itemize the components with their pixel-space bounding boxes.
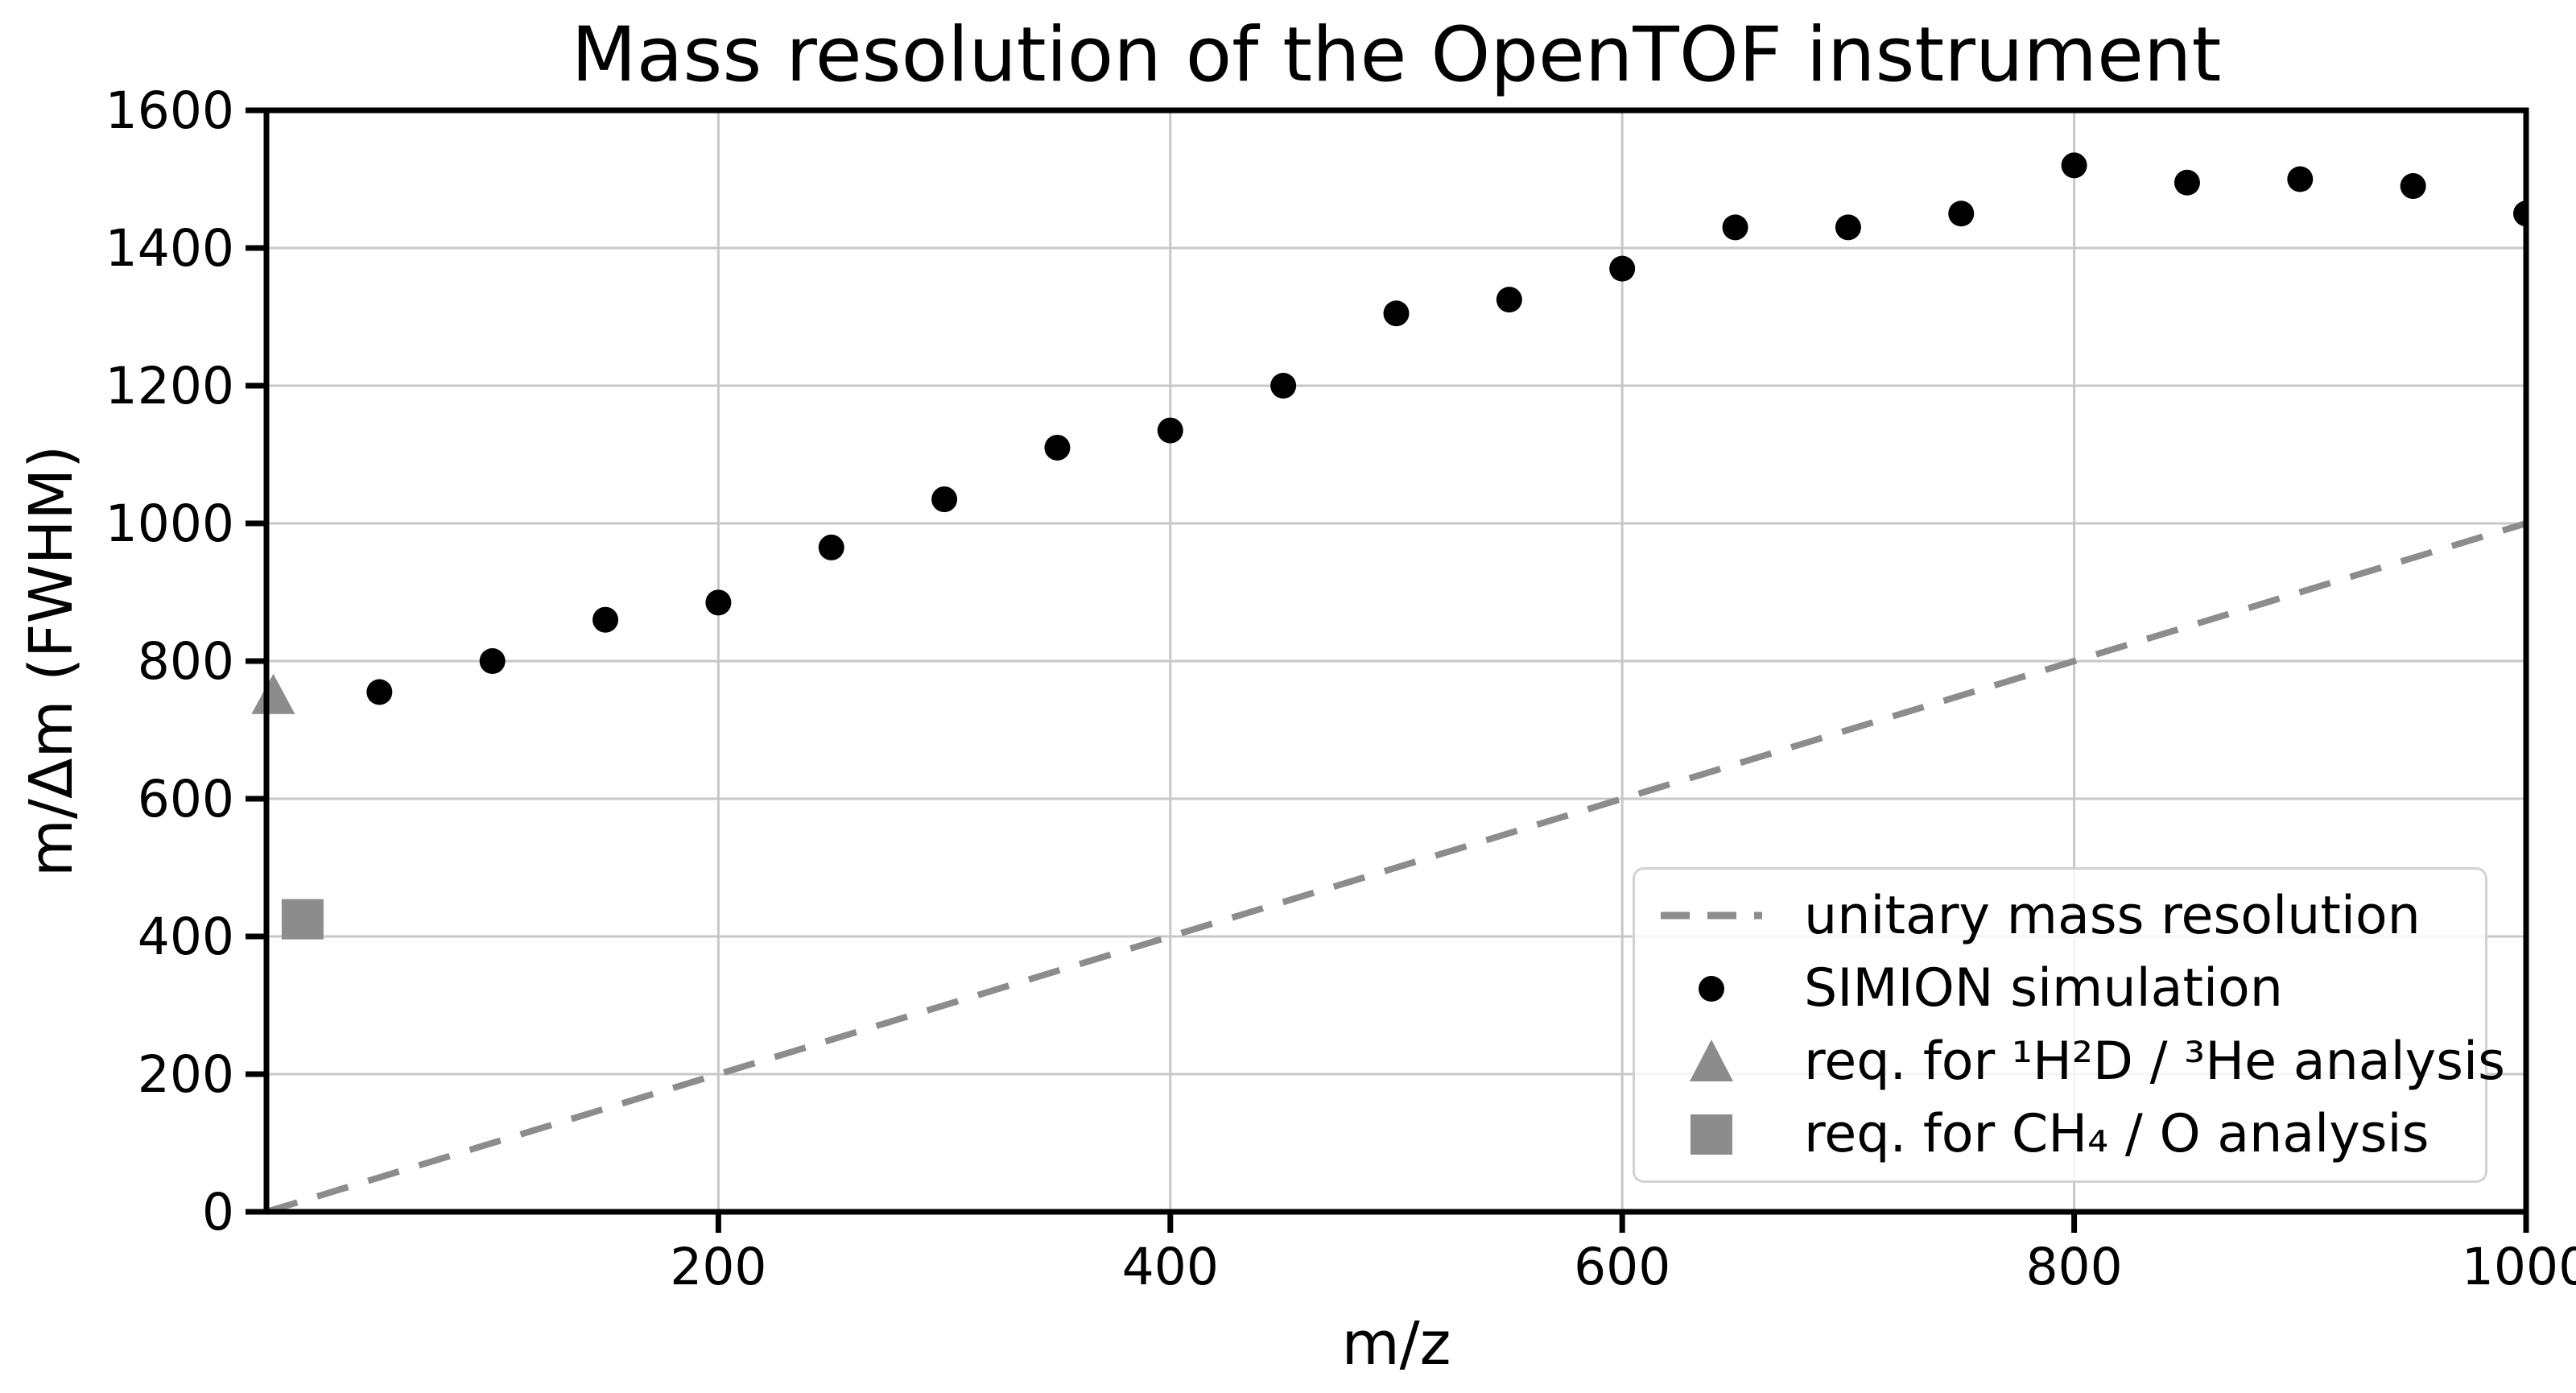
- scatter-point: [366, 679, 393, 705]
- legend-label: unitary mass resolution: [1804, 885, 2421, 946]
- legend-square-icon: [1659, 1109, 1764, 1160]
- legend-dashed-line-icon: [1659, 899, 1764, 932]
- series-square: [281, 899, 324, 940]
- legend-circle-icon: [1659, 963, 1764, 1015]
- scatter-point: [1835, 214, 1861, 241]
- scatter-point: [1157, 417, 1183, 444]
- scatter-point: [2287, 166, 2314, 192]
- scatter-point: [1722, 214, 1748, 241]
- scatter-point: [705, 589, 732, 616]
- scatter-point: [818, 534, 844, 560]
- scatter-point: [1609, 255, 1636, 282]
- x-axis-label: m/z: [1341, 1309, 1451, 1379]
- y-tick-label: 200: [138, 1045, 234, 1104]
- scatter-point: [2174, 169, 2200, 196]
- y-tick-label: 0: [202, 1183, 234, 1242]
- scatter-point: [479, 648, 506, 674]
- scatter-point: [1496, 287, 1522, 313]
- series-circle: [366, 152, 2526, 705]
- tick-labels: 200 400 600 800 1000 0 200 400 600 800 1000 1200 140…: [105, 81, 2576, 1296]
- x-tick-label: 200: [670, 1238, 766, 1296]
- scatter-point: [1383, 300, 1410, 327]
- ticks: [246, 107, 2529, 1233]
- y-tick-label: 1600: [105, 81, 234, 140]
- unitary-resolution-line: [265, 520, 2528, 1215]
- y-tick-label: 1400: [105, 219, 234, 278]
- scatter-point: [931, 486, 958, 513]
- legend-label: req. for ¹H²D / ³He analysis: [1804, 1031, 2505, 1092]
- legend-row: req. for CH₄ / O analysis: [1659, 1104, 2472, 1164]
- scatter-point: [2400, 173, 2426, 200]
- legend-triangle-icon: [1659, 1035, 1764, 1087]
- legend-label: req. for CH₄ / O analysis: [1804, 1104, 2429, 1165]
- series-triangle: [251, 673, 295, 714]
- scatter-point: [1270, 373, 1297, 399]
- scatter-point: [2513, 200, 2526, 227]
- chart-title: Mass resolution of the OpenTOF instrumen…: [571, 11, 2222, 99]
- y-tick-label: 1000: [105, 494, 234, 553]
- legend-row: SIMION simulation: [1659, 958, 2472, 1019]
- scatter-point: [1044, 434, 1071, 461]
- req-triangle-marker: [251, 673, 295, 714]
- y-tick-label: 800: [138, 632, 234, 691]
- x-tick-label: 1000: [2462, 1238, 2576, 1296]
- y-tick-label: 1200: [105, 357, 234, 415]
- legend: unitary mass resolution SIMION simulation…: [1633, 867, 2505, 1183]
- scatter-point: [1948, 200, 1975, 227]
- x-tick-label: 800: [2025, 1238, 2122, 1296]
- legend-row: req. for ¹H²D / ³He analysis: [1659, 1031, 2505, 1092]
- legend-row: unitary mass resolution: [1659, 886, 2472, 946]
- x-tick-label: 600: [1574, 1238, 1670, 1296]
- x-tick-label: 400: [1122, 1238, 1219, 1296]
- scatter-point: [2061, 152, 2087, 179]
- scatter-point: [592, 606, 619, 633]
- legend-label: SIMION simulation: [1804, 958, 2283, 1019]
- req-square-marker: [281, 899, 324, 940]
- y-tick-label: 400: [138, 907, 234, 966]
- y-tick-label: 600: [138, 770, 234, 829]
